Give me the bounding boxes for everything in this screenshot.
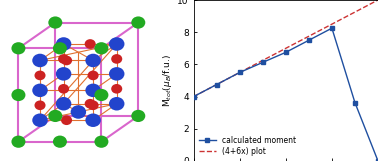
Circle shape xyxy=(53,42,67,54)
Circle shape xyxy=(11,89,25,101)
Circle shape xyxy=(88,71,99,80)
Circle shape xyxy=(85,54,101,67)
Circle shape xyxy=(56,37,71,51)
Circle shape xyxy=(32,54,48,67)
Circle shape xyxy=(11,136,25,148)
Circle shape xyxy=(85,114,101,127)
Circle shape xyxy=(53,136,67,148)
Circle shape xyxy=(85,99,96,109)
Legend: calculated moment, (4+6x) plot: calculated moment, (4+6x) plot xyxy=(197,135,297,157)
Circle shape xyxy=(32,114,48,127)
Circle shape xyxy=(111,54,122,64)
Circle shape xyxy=(58,54,69,64)
Circle shape xyxy=(131,110,145,122)
Y-axis label: M$_{tot}$($\mu_B$/f.u.): M$_{tot}$($\mu_B$/f.u.) xyxy=(161,54,175,107)
Circle shape xyxy=(71,105,86,119)
Circle shape xyxy=(85,84,101,97)
Circle shape xyxy=(34,71,45,80)
Circle shape xyxy=(111,84,122,94)
Circle shape xyxy=(109,37,124,51)
Circle shape xyxy=(61,56,72,65)
Circle shape xyxy=(48,110,62,122)
Circle shape xyxy=(94,42,108,54)
Circle shape xyxy=(56,67,71,81)
Circle shape xyxy=(61,115,72,125)
Circle shape xyxy=(88,100,99,110)
Circle shape xyxy=(109,97,124,110)
Circle shape xyxy=(131,16,145,29)
Circle shape xyxy=(32,84,48,97)
Circle shape xyxy=(56,97,71,110)
Circle shape xyxy=(34,100,45,110)
Circle shape xyxy=(94,89,108,101)
Circle shape xyxy=(109,67,124,81)
Circle shape xyxy=(94,136,108,148)
Circle shape xyxy=(11,42,25,54)
Circle shape xyxy=(58,84,69,94)
Circle shape xyxy=(85,39,96,49)
Circle shape xyxy=(48,16,62,29)
